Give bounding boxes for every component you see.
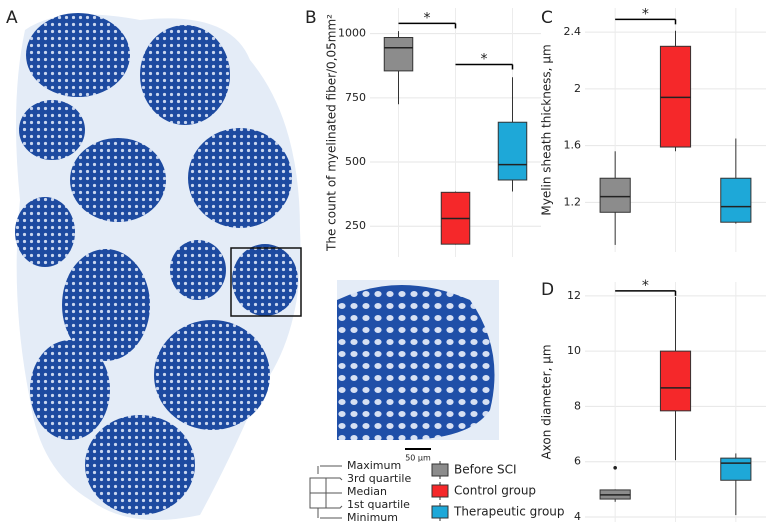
y-tick-label: 1000 <box>338 27 366 40</box>
box <box>659 350 692 412</box>
y-tick-label: 12 <box>567 289 581 302</box>
y-tick-label: 10 <box>567 344 581 357</box>
y-axis-label: Axon diameter, µm <box>540 344 554 459</box>
y-tick-label: 1.6 <box>564 139 582 152</box>
panel-label: C <box>541 8 553 28</box>
box-key-label: Minimum <box>347 511 398 524</box>
box <box>720 177 752 223</box>
legend-label: Before SCI <box>454 463 517 477</box>
box <box>383 37 414 72</box>
y-tick-label: 2 <box>574 82 581 95</box>
box-key-label: Maximum <box>347 459 401 472</box>
y-tick-label: 250 <box>345 219 366 232</box>
outlier <box>613 466 617 470</box>
micrograph-overview <box>15 13 302 520</box>
scale-bar-label: 50 µm <box>405 454 431 463</box>
legend-label: Control group <box>454 484 536 498</box>
legend-swatch <box>431 484 449 498</box>
y-tick-label: 4 <box>574 510 581 523</box>
panel-label: B <box>305 8 317 28</box>
micrograph-detail: 50 µm <box>337 280 499 463</box>
y-tick-label: 500 <box>345 155 366 168</box>
y-tick-label: 6 <box>574 455 581 468</box>
y-tick-label: 8 <box>574 399 581 412</box>
box <box>599 177 631 213</box>
significance-label: * <box>642 278 649 294</box>
legend-swatch <box>431 463 449 477</box>
legend-swatch <box>431 505 449 519</box>
box-key-label: 3rd quartile <box>347 472 411 485</box>
y-axis-label: Myelin sheath thickness, µm <box>540 44 554 215</box>
box <box>720 457 752 481</box>
y-tick-label: 750 <box>345 91 366 104</box>
significance-label: * <box>424 10 431 26</box>
box <box>497 121 528 181</box>
y-axis-label: The count of myelinated fiber/0,05mm² <box>325 14 339 252</box>
box-key <box>309 465 343 519</box>
y-tick-label: 1.2 <box>564 195 582 208</box>
significance-label: * <box>481 51 488 67</box>
legend-label: Therapeutic group <box>453 505 565 519</box>
panel-label: D <box>541 280 554 300</box>
significance-label: * <box>642 6 649 22</box>
box-key-label: Median <box>347 485 387 498</box>
box-key-label: 1st quartile <box>347 498 410 511</box>
panel-label: A <box>6 8 18 28</box>
y-tick-label: 2.4 <box>564 25 582 38</box>
